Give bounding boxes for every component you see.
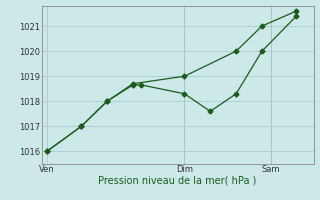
X-axis label: Pression niveau de la mer( hPa ): Pression niveau de la mer( hPa ) (99, 176, 257, 186)
